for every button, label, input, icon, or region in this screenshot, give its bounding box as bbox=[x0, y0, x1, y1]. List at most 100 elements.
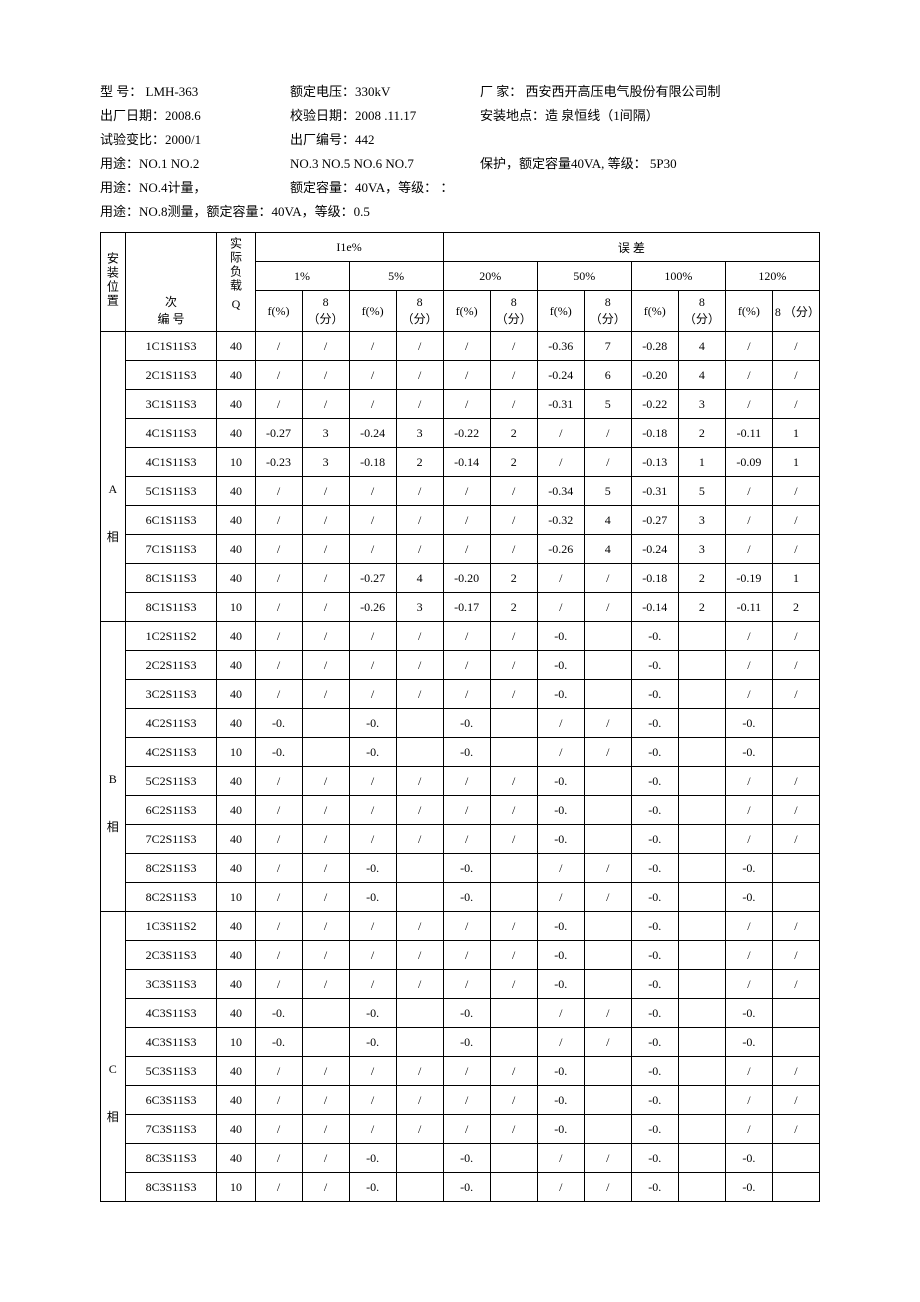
cell-value: -0. bbox=[537, 767, 584, 796]
cell-value: / bbox=[725, 1086, 772, 1115]
cell-value: / bbox=[490, 796, 537, 825]
cell-value: / bbox=[725, 1057, 772, 1086]
table-row: 8C3S11S310//-0.-0.//-0.-0. bbox=[101, 1173, 820, 1202]
cell-value: 3 bbox=[396, 419, 443, 448]
cell-value: / bbox=[772, 477, 819, 506]
cell-value bbox=[678, 1086, 725, 1115]
cell-value bbox=[678, 796, 725, 825]
cell-q: 10 bbox=[217, 883, 255, 912]
cell-id: 8C2S11S3 bbox=[125, 883, 217, 912]
cell-value: / bbox=[255, 564, 302, 593]
cell-value bbox=[396, 738, 443, 767]
cell-value bbox=[678, 738, 725, 767]
cell-value: -0. bbox=[725, 1173, 772, 1202]
factory-no-value: 442 bbox=[355, 132, 375, 147]
cell-id: 3C1S11S3 bbox=[125, 390, 217, 419]
cell-value: -0. bbox=[631, 854, 678, 883]
cell-value: / bbox=[255, 1144, 302, 1173]
cell-value: / bbox=[772, 970, 819, 999]
cell-value: / bbox=[255, 1086, 302, 1115]
cell-value bbox=[490, 1173, 537, 1202]
cell-value: 6 bbox=[584, 361, 631, 390]
ratio-label: 试验变比： bbox=[100, 132, 165, 147]
th-f: f(%) bbox=[537, 291, 584, 332]
cell-value: / bbox=[537, 1028, 584, 1057]
cell-value: -0.20 bbox=[631, 361, 678, 390]
cell-value: / bbox=[302, 651, 349, 680]
cell-value: -0. bbox=[349, 1028, 396, 1057]
cell-value: / bbox=[349, 535, 396, 564]
cell-value: / bbox=[537, 854, 584, 883]
table-row: 4C3S11S310-0.-0.-0.//-0.-0. bbox=[101, 1028, 820, 1057]
cell-value bbox=[302, 999, 349, 1028]
cell-value: -0.27 bbox=[255, 419, 302, 448]
cell-q: 40 bbox=[217, 1144, 255, 1173]
cell-value: / bbox=[537, 564, 584, 593]
cell-value: / bbox=[443, 825, 490, 854]
cell-value bbox=[772, 999, 819, 1028]
cell-value: / bbox=[396, 825, 443, 854]
cell-id: 8C3S11S3 bbox=[125, 1144, 217, 1173]
cell-id: 2C3S11S3 bbox=[125, 941, 217, 970]
cell-value: 2 bbox=[678, 419, 725, 448]
table-row: 8C3S11S340//-0.-0.//-0.-0. bbox=[101, 1144, 820, 1173]
cell-value: -0.34 bbox=[537, 477, 584, 506]
th-q-top: 实际负载 bbox=[227, 237, 244, 293]
cell-value: / bbox=[302, 825, 349, 854]
table-row: B相1C2S11S240//////-0.-0.// bbox=[101, 622, 820, 651]
cell-value: / bbox=[302, 941, 349, 970]
cell-value: / bbox=[490, 651, 537, 680]
cell-value: / bbox=[255, 825, 302, 854]
cell-q: 10 bbox=[217, 1173, 255, 1202]
cell-value bbox=[678, 1144, 725, 1173]
cell-value: / bbox=[725, 622, 772, 651]
use1-c: 保护，额定容量40VA, 等级： 5P30 bbox=[480, 156, 677, 171]
th-f: f(%) bbox=[443, 291, 490, 332]
cell-id: 5C2S11S3 bbox=[125, 767, 217, 796]
cell-value: / bbox=[584, 1028, 631, 1057]
cell-value: -0. bbox=[255, 709, 302, 738]
cell-id: 7C3S11S3 bbox=[125, 1115, 217, 1144]
cell-value: / bbox=[396, 477, 443, 506]
th-delta: 8（分） bbox=[396, 291, 443, 332]
cell-value: / bbox=[302, 1173, 349, 1202]
cell-value: -0.27 bbox=[631, 506, 678, 535]
cell-value: -0. bbox=[631, 738, 678, 767]
cell-value: / bbox=[255, 796, 302, 825]
cell-value bbox=[678, 651, 725, 680]
table-row: 7C2S11S340//////-0.-0.// bbox=[101, 825, 820, 854]
th-pct: 120% bbox=[725, 262, 819, 291]
install-loc-label: 安装地点： bbox=[480, 108, 545, 123]
table-row: 8C2S11S310//-0.-0.//-0.-0. bbox=[101, 883, 820, 912]
cell-value: -0.31 bbox=[537, 390, 584, 419]
cell-value bbox=[678, 1028, 725, 1057]
cell-value bbox=[584, 825, 631, 854]
cell-value: -0.20 bbox=[443, 564, 490, 593]
use2b: 额定容量：40VA，等级： ： bbox=[290, 180, 453, 195]
cell-value: / bbox=[584, 1144, 631, 1173]
cell-value: 7 bbox=[584, 332, 631, 361]
cell-value: / bbox=[584, 709, 631, 738]
cell-value bbox=[396, 1144, 443, 1173]
cell-value bbox=[772, 883, 819, 912]
cell-value: / bbox=[255, 1115, 302, 1144]
cell-value: / bbox=[584, 448, 631, 477]
cell-value: / bbox=[772, 506, 819, 535]
cell-value: / bbox=[772, 825, 819, 854]
th-f: f(%) bbox=[725, 291, 772, 332]
cell-value: / bbox=[725, 651, 772, 680]
cell-value: -0.14 bbox=[631, 593, 678, 622]
cell-value: / bbox=[396, 535, 443, 564]
cell-value: / bbox=[537, 709, 584, 738]
cell-value: / bbox=[537, 883, 584, 912]
factory-date-label: 出厂日期： bbox=[100, 108, 165, 123]
use3: 用途：NO.8测量，额定容量：40VA，等级：0.5 bbox=[100, 204, 370, 219]
cell-value: / bbox=[725, 680, 772, 709]
cell-q: 40 bbox=[217, 941, 255, 970]
cell-q: 40 bbox=[217, 564, 255, 593]
cell-value: / bbox=[302, 332, 349, 361]
table-row: 5C1S11S340//////-0.345-0.315// bbox=[101, 477, 820, 506]
cell-value: -0. bbox=[725, 1028, 772, 1057]
cell-id: 8C1S11S3 bbox=[125, 593, 217, 622]
cell-value: -0. bbox=[537, 1115, 584, 1144]
